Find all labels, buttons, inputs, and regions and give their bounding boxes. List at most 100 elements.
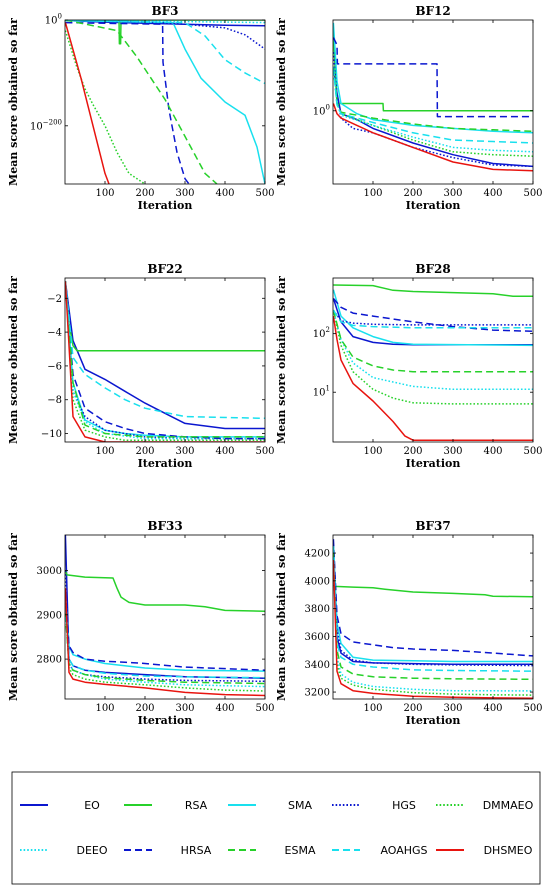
series-line-rsa [65, 570, 265, 612]
series-line-rsa [65, 281, 265, 352]
x-tick-label: 400 [215, 188, 234, 199]
x-axis-label: Iteration [406, 714, 461, 727]
x-tick-label: 400 [215, 446, 234, 457]
x-tick-label: 300 [443, 703, 462, 714]
legend-label: DEEO [76, 844, 107, 857]
x-tick-label: 200 [135, 703, 154, 714]
plot-frame [64, 277, 266, 443]
y-tick-label: 10−200 [30, 118, 62, 132]
y-tick-label: 3800 [305, 604, 330, 615]
y-axis-label: Mean score obtained so far [275, 533, 288, 701]
series-line-dmmaeo [65, 281, 265, 442]
series-line-rsa [333, 30, 533, 112]
x-tick-label: 500 [523, 188, 542, 199]
x-tick-label: 300 [443, 188, 462, 199]
legend-item-hrsa: HRSA [124, 844, 212, 857]
series-line-rsa [333, 284, 533, 297]
series-line-aoahgs [333, 546, 533, 672]
series-line-aoahgs [65, 281, 265, 420]
series-line-esma [65, 281, 265, 438]
series-line-esma [65, 614, 265, 685]
legend-item-rsa: RSA [124, 799, 208, 812]
x-tick-label: 500 [523, 703, 542, 714]
plot-frame [332, 534, 534, 700]
x-axis-label: Iteration [138, 199, 193, 212]
series-line-hgs [333, 546, 533, 667]
legend-label: ESMA [285, 844, 316, 857]
y-axis-label: Mean score obtained so far [275, 276, 288, 444]
series-line-dhsmeo [65, 588, 265, 697]
y-tick-label: 3600 [305, 632, 330, 643]
series-line-eo [333, 546, 533, 666]
legend-label: HRSA [181, 844, 212, 857]
chart-title: BF33 [147, 519, 182, 533]
legend: EO RSA SMA HGS DMMAEO DEEO HRSA ESMA AOAHGS DHSME… [11, 771, 541, 885]
series-group [65, 20, 265, 184]
series-line-dmmaeo [333, 310, 533, 405]
legend-label: DMMAEO [483, 799, 534, 812]
series-group [65, 535, 265, 697]
series-line-aoahgs [333, 66, 533, 144]
series-line-dhsmeo [333, 315, 533, 441]
series-group [333, 539, 533, 699]
series-line-dmmaeo [65, 30, 146, 184]
series-line-esma [333, 553, 533, 681]
legend-label: SMA [288, 799, 312, 812]
y-axis-label: Mean score obtained so far [7, 276, 20, 444]
x-tick-label: 400 [483, 446, 502, 457]
y-tick-label: 3400 [305, 660, 330, 671]
chart-bf12: 100 200 300 400 500 100 BF12 Iteration Mean scor… [275, 4, 543, 212]
x-tick-label: 100 [95, 703, 114, 714]
y-tick-label: 100 [313, 103, 330, 117]
y-tick-label: 2900 [37, 610, 62, 621]
legend-label: DHSMEO [484, 844, 533, 857]
series-line-deeo [333, 310, 533, 391]
legend-item-aoahgs: AOAHGS [332, 844, 428, 857]
series-line-esma [65, 20, 218, 184]
series-line-dhsmeo [65, 22, 110, 184]
chart-bf3: 100 200 300 400 500 100 10−200 BF3 Iteration Mean… [7, 4, 275, 212]
series-line-hrsa [333, 539, 533, 657]
series-line-sma [333, 22, 533, 134]
series-line-dmmaeo [65, 605, 265, 692]
series-line-eo [333, 298, 533, 346]
series-line-eo [65, 281, 265, 430]
series-line-eo [65, 535, 265, 679]
series-line-hgs [333, 52, 533, 168]
x-tick-label: 500 [255, 188, 274, 199]
legend-label: HGS [392, 799, 416, 812]
x-tick-label: 300 [443, 446, 462, 457]
y-tick-label: −4 [47, 328, 62, 339]
chart-title: BF37 [415, 519, 450, 533]
series-line-hgs [65, 281, 265, 440]
series-line-hgs [333, 309, 533, 326]
legend-item-eo: EO [20, 799, 100, 812]
legend-item-dmmaeo: DMMAEO [436, 799, 534, 812]
x-axis-label: Iteration [138, 457, 193, 470]
x-axis-label: Iteration [406, 199, 461, 212]
x-tick-label: 200 [403, 703, 422, 714]
y-tick-label: 4000 [305, 576, 330, 587]
y-axis-label: Mean score obtained so far [7, 533, 20, 701]
series-line-sma [333, 546, 533, 663]
series-line-dhsmeo [333, 559, 533, 699]
legend-item-hgs: HGS [332, 799, 416, 812]
series-group [65, 281, 265, 442]
y-tick-label: 101 [313, 385, 330, 399]
chart-title: BF3 [151, 4, 178, 18]
y-tick-label: −10 [41, 429, 62, 440]
chart-bf22: 100 200 300 400 500 −2 −4 −6 −8 −10 BF22 Iteration M… [7, 262, 275, 470]
series-line-hrsa [65, 21, 190, 184]
x-tick-label: 400 [483, 188, 502, 199]
legend-frame [11, 771, 541, 885]
series-line-dmmaeo [333, 66, 533, 157]
series-line-sma [65, 281, 265, 438]
chart-title: BF28 [415, 262, 450, 276]
legend-item-deeo: DEEO [20, 844, 108, 857]
x-tick-label: 500 [523, 446, 542, 457]
x-tick-label: 400 [483, 703, 502, 714]
x-tick-label: 100 [95, 446, 114, 457]
plot-frame [64, 534, 266, 700]
series-line-deeo [65, 281, 265, 440]
x-tick-label: 500 [255, 703, 274, 714]
